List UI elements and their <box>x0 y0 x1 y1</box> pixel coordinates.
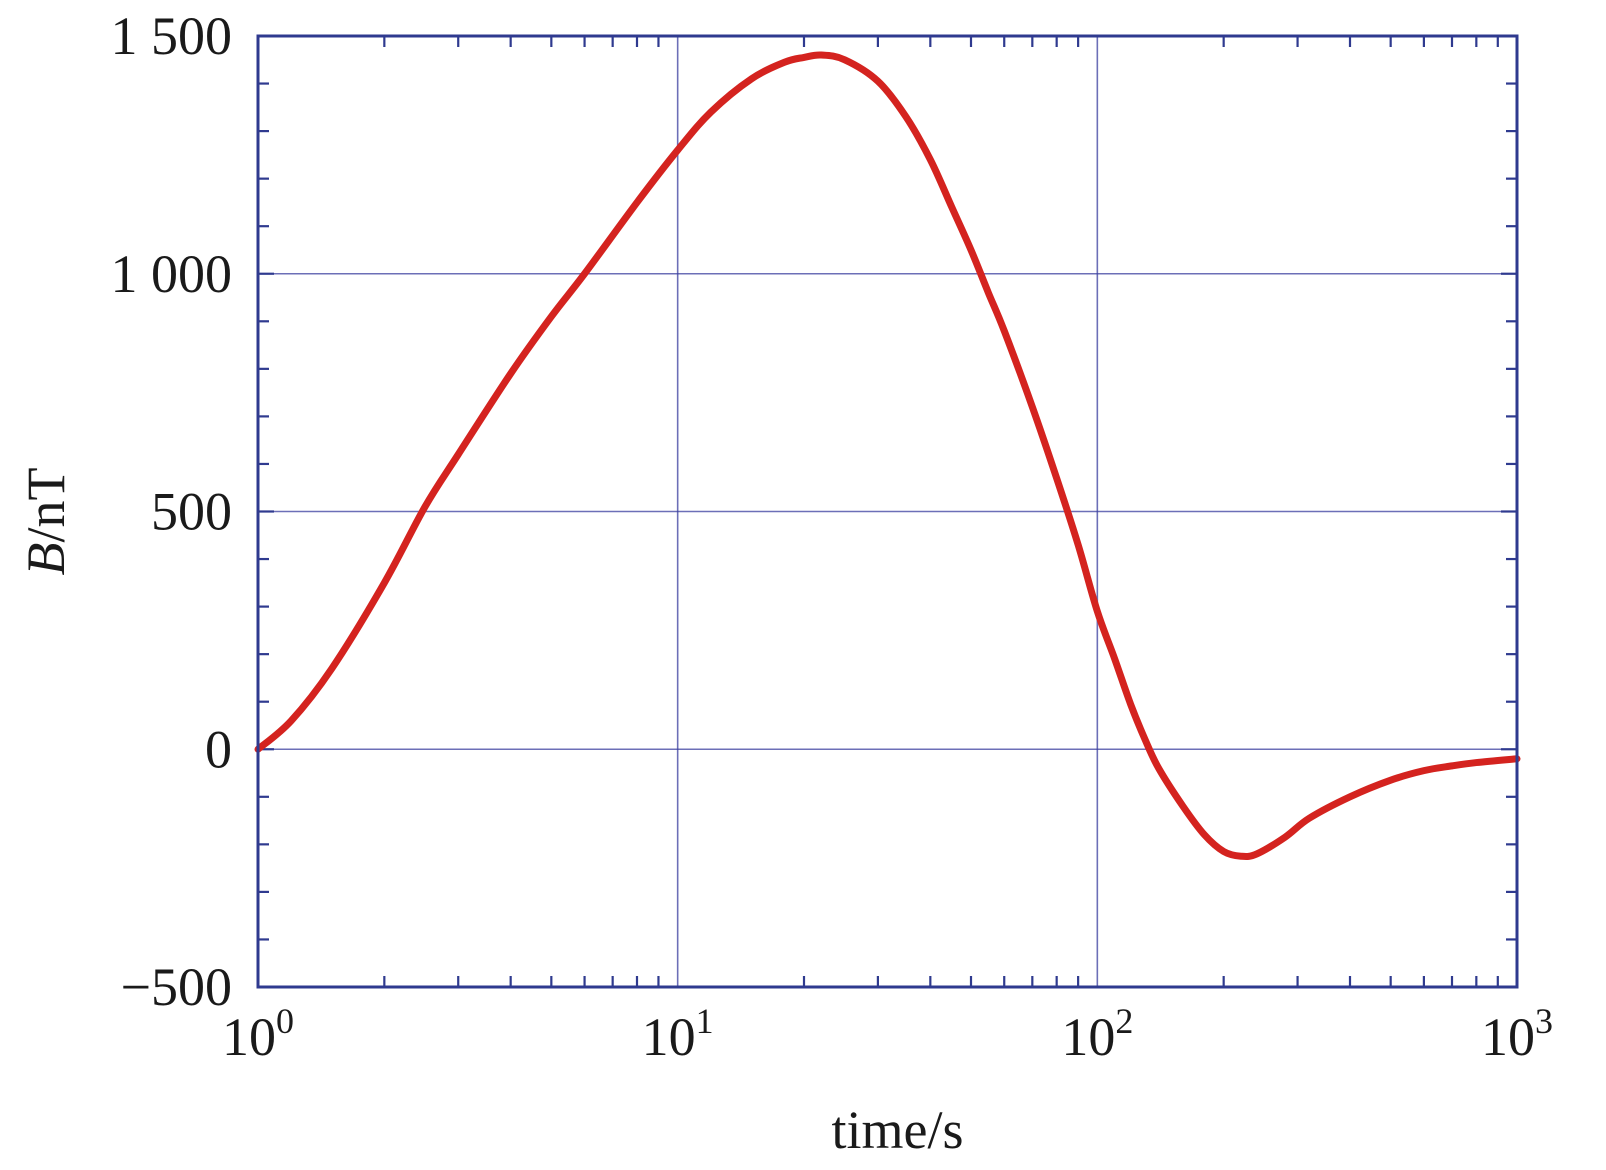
grid-lines <box>258 36 1517 987</box>
x-tick-label-exponent: 3 <box>1535 1001 1553 1041</box>
y-tick-label-1: 1 000 <box>111 244 233 304</box>
y-axis-title-unit: /nT <box>16 467 76 542</box>
y-tick-label-2: 500 <box>151 482 232 542</box>
x-tick-label-exponent: 0 <box>276 1001 294 1041</box>
x-tick-label-0: 100 <box>222 1001 294 1067</box>
y-axis-title-symbol: B <box>16 543 76 576</box>
series-layer <box>254 51 1521 860</box>
x-tick-label-base: 10 <box>1481 1007 1535 1067</box>
x-tick-label-base: 10 <box>642 1007 696 1067</box>
y-axis-title: B/nT <box>16 467 76 575</box>
x-tick-label-exponent: 1 <box>696 1001 714 1041</box>
series-line-0 <box>254 51 1521 860</box>
x-tick-labels: 100 101 102 103 <box>222 1001 1553 1067</box>
y-tick-label-4: −500 <box>121 957 232 1017</box>
x-tick-label-exponent: 2 <box>1115 1001 1133 1041</box>
y-tick-labels: 1 500 1 000 500 0 −500 <box>111 6 233 1017</box>
x-tick-label-base: 10 <box>222 1007 276 1067</box>
x-tick-label-3: 103 <box>1481 1001 1553 1067</box>
y-tick-label-3: 0 <box>205 719 232 779</box>
x-tick-label-2: 102 <box>1061 1001 1133 1067</box>
plot-frame <box>256 34 1519 989</box>
x-axis-title: time/s <box>832 1100 964 1160</box>
y-tick-label-0: 1 500 <box>111 6 233 66</box>
x-tick-label-base: 10 <box>1061 1007 1115 1067</box>
x-tick-label-1: 101 <box>642 1001 714 1067</box>
